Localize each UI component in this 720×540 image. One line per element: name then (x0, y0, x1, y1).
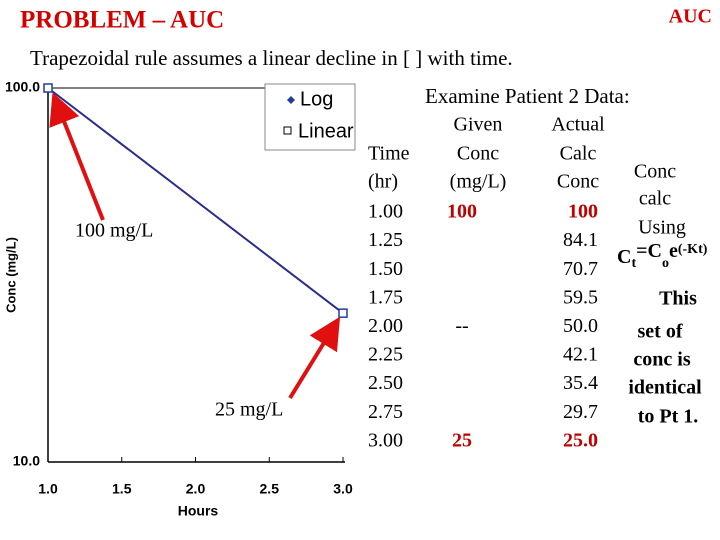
table-cell: 2.75 (368, 401, 403, 423)
x-tick-label: 2.5 (260, 481, 280, 497)
table-cell: 42.1 (563, 344, 598, 366)
table-cell: 100 (447, 201, 477, 223)
y-tick-label: 10.0 (13, 453, 40, 469)
note-line: Conc (634, 161, 676, 183)
table-cell: 100 (568, 201, 598, 223)
remark-line: to Pt 1. (638, 406, 699, 428)
formula-part: C (617, 246, 631, 268)
y-axis-title: Conc (mg/L) (3, 237, 18, 313)
y-tick-label: 100.0 (5, 79, 40, 95)
column-header: (hr) (368, 171, 398, 193)
column-header: Given (454, 114, 503, 136)
table: Time (hr) Given Conc (mg/L) Actual Calc Conc 1.0… (368, 114, 605, 452)
table-cell: 25 (452, 429, 472, 451)
table-cell: 50.0 (563, 315, 598, 337)
table-cell: 29.7 (563, 401, 598, 423)
arrow (288, 316, 341, 400)
table-cell: 1.00 (368, 201, 403, 223)
table-cell: 59.5 (563, 286, 598, 308)
column-header: Actual (551, 114, 605, 136)
table-cell: 2.50 (368, 372, 403, 394)
legend-entry: Linear (298, 120, 354, 142)
arrow (49, 92, 105, 221)
table-cell: 35.4 (563, 372, 598, 394)
corner-label: AUC (669, 6, 712, 28)
formula-part: o (662, 256, 669, 271)
formula: Ct=Coe(-Kt) (617, 240, 708, 272)
slide-title: PROBLEM – AUC (20, 7, 224, 34)
x-tick-label: 2.0 (186, 481, 206, 497)
table-cell: 1.50 (368, 258, 403, 280)
x-tick-label: 1.0 (38, 481, 58, 497)
table-cell: 84.1 (563, 229, 598, 251)
x-tick-label: 1.5 (112, 481, 132, 497)
table-cell: 3.00 (368, 429, 403, 451)
table-cell: 1.25 (368, 229, 403, 251)
subtitle: Trapezoidal rule assumes a linear declin… (30, 46, 513, 70)
table-title: Examine Patient 2 Data: (425, 84, 630, 108)
note-line: Using (638, 217, 686, 239)
table-cell: 70.7 (563, 258, 598, 280)
x-tick-label: 3.0 (333, 481, 353, 497)
remark-line: conc is (633, 349, 690, 371)
column-header: Calc (560, 143, 597, 165)
table-cell: 2.25 (368, 344, 403, 366)
table-cell: 1.75 (368, 286, 403, 308)
formula-part: (-Kt) (678, 242, 708, 257)
data-point (43, 83, 53, 93)
data-point (338, 308, 348, 318)
formula-part: e (669, 240, 678, 262)
note-line: calc (639, 188, 671, 210)
formula-part: t (631, 256, 636, 271)
x-axis-title: Hours (178, 503, 219, 519)
table-cell: 2.00 (368, 315, 403, 337)
remark-line: This (659, 288, 697, 310)
table-cell: -- (455, 315, 468, 337)
column-header: (mg/L) (450, 171, 507, 193)
column-header: Conc (557, 171, 599, 193)
annotation: 100 mg/L (75, 220, 153, 242)
data-line (47, 87, 344, 314)
table-cell: 25.0 (563, 429, 598, 451)
column-header: Time (368, 143, 410, 165)
legend-entry: Log (300, 88, 333, 110)
legend-box (264, 83, 356, 151)
formula-part: =C (636, 240, 662, 262)
chart: Log Linear Hours Conc (mg/L) 10.0 100.0 1.… (3, 79, 356, 519)
annotation: 25 mg/L (215, 399, 283, 421)
remark-line: set of (638, 321, 683, 343)
column-header: Conc (457, 143, 499, 165)
legend-symbol-log (287, 96, 295, 104)
legend-symbol-linear (283, 126, 292, 135)
remark-line: identical (628, 377, 702, 399)
